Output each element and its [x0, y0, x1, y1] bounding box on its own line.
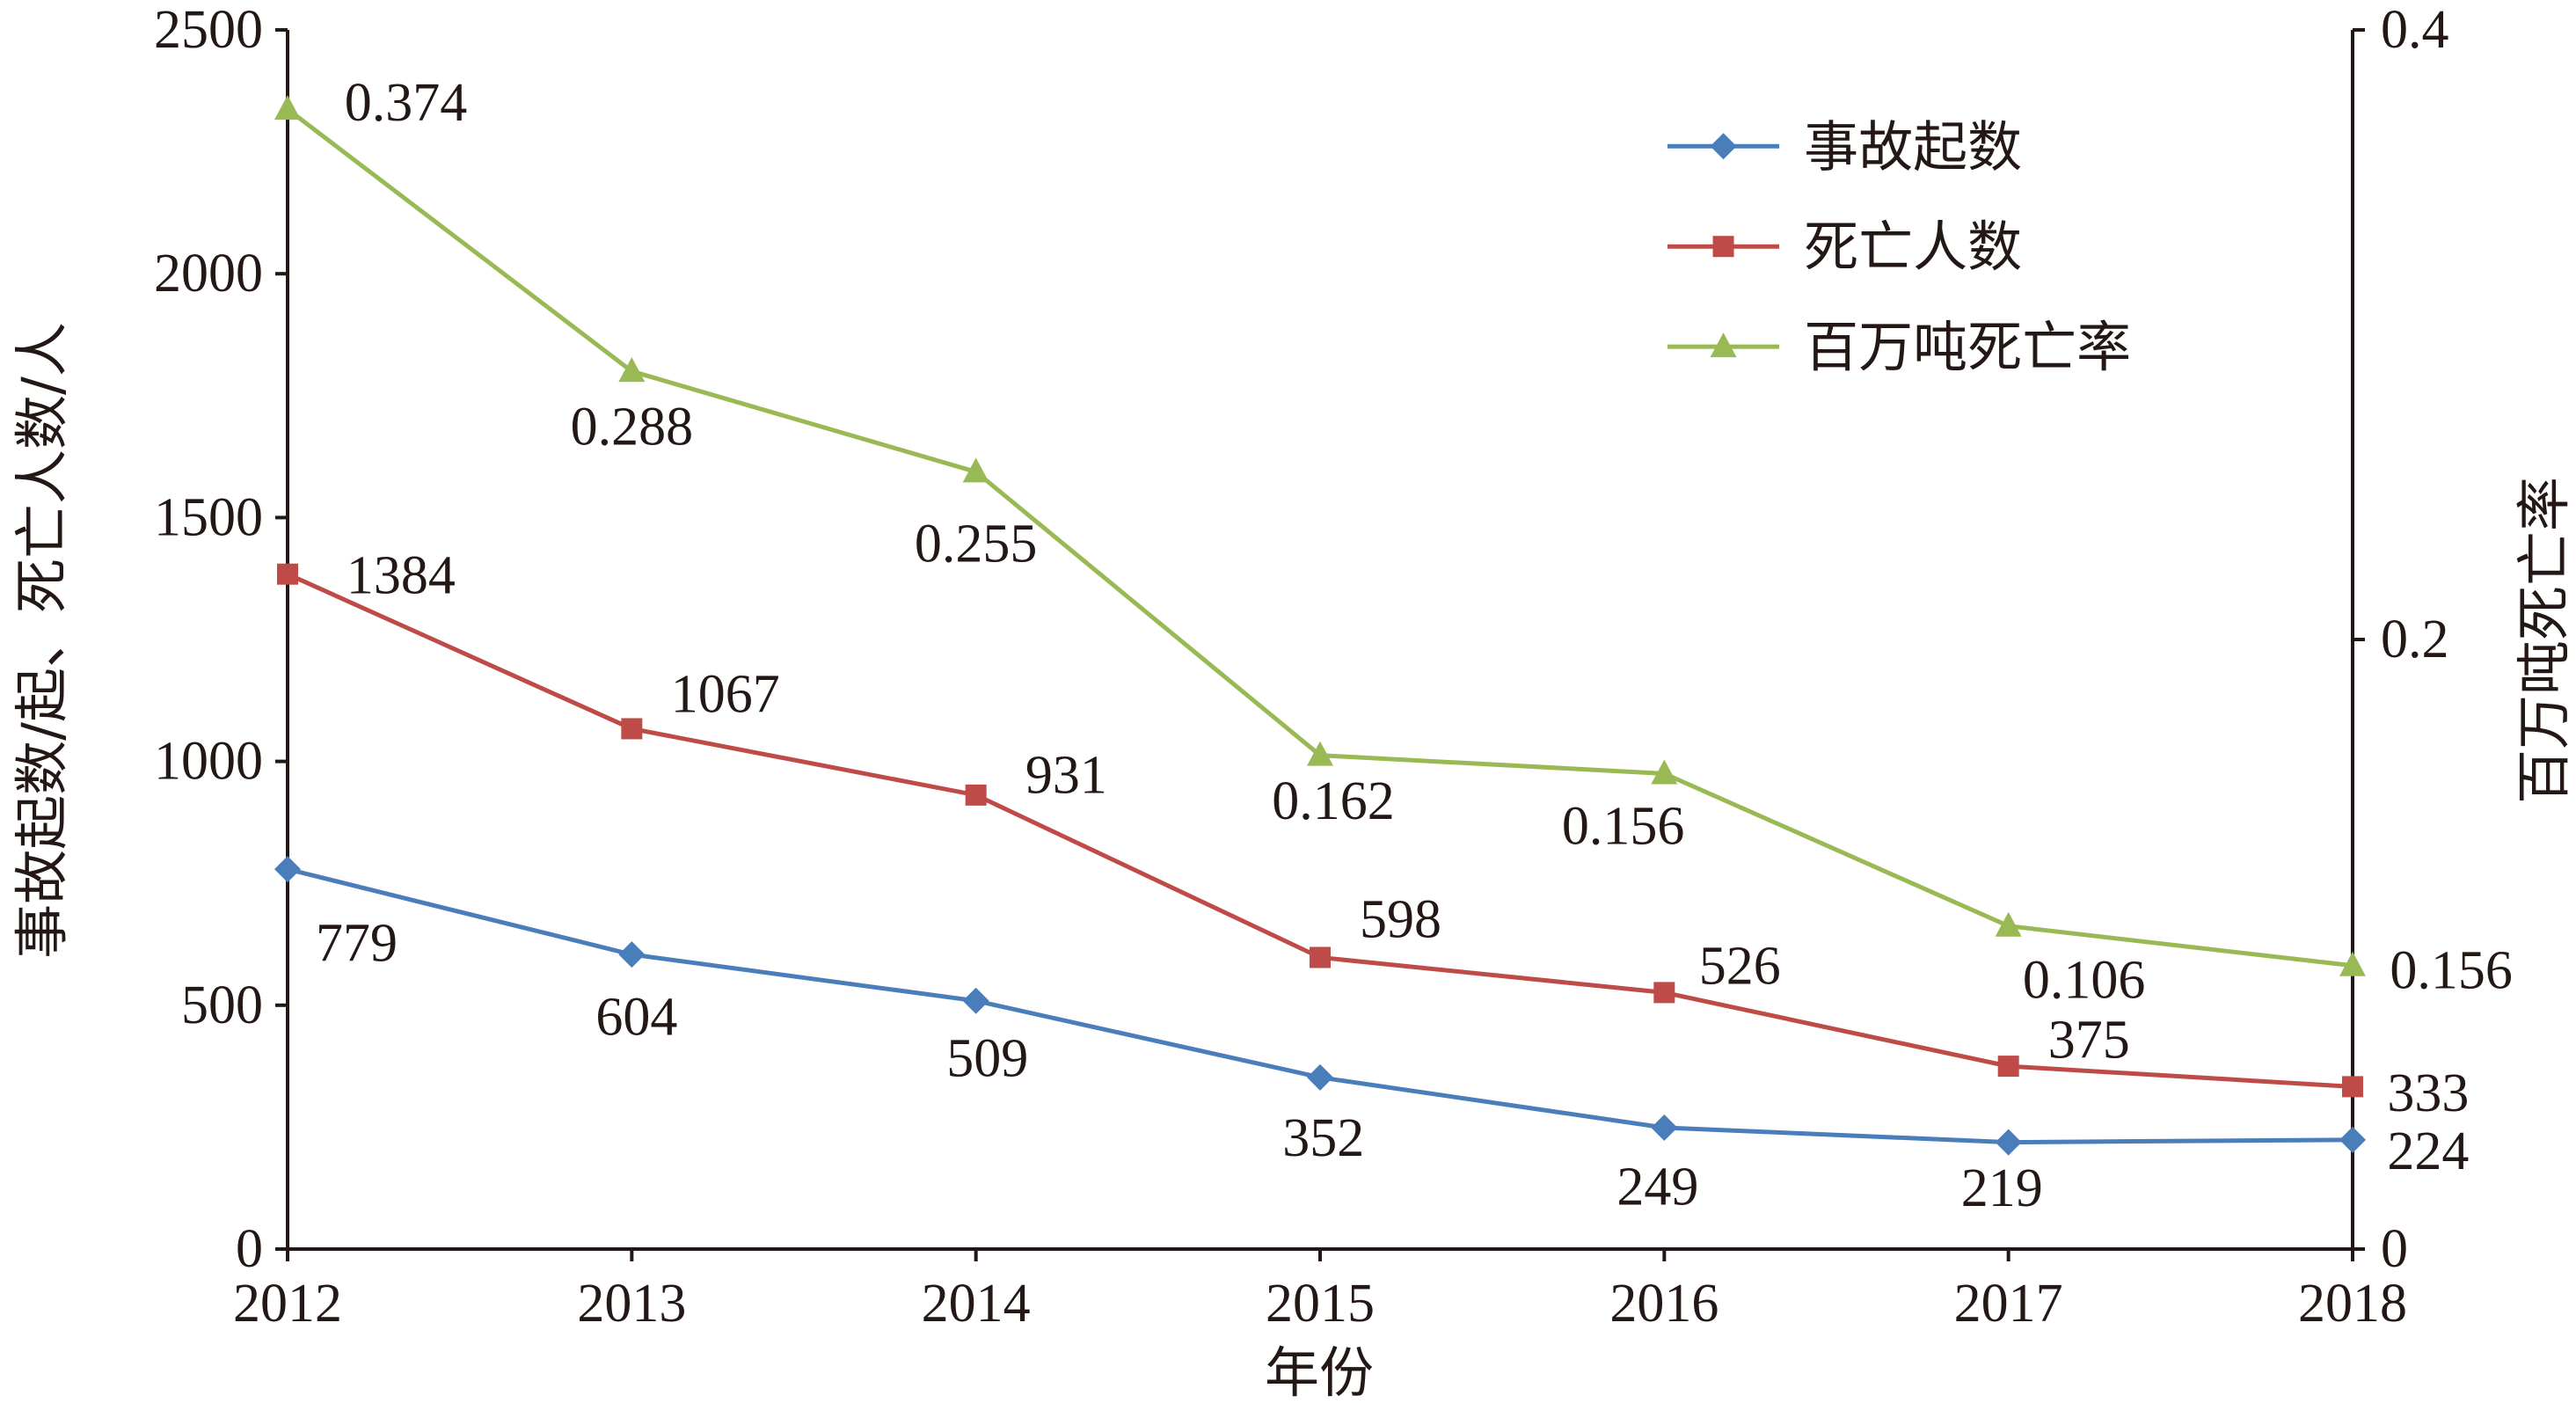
data-point-3 — [2339, 951, 2366, 976]
data-label: 352 — [1282, 1108, 1364, 1168]
y-tick-label-right: 0 — [2381, 1219, 2408, 1279]
data-label: 526 — [1699, 937, 1781, 997]
data-label: 931 — [1025, 746, 1107, 806]
x-tick-label: 2013 — [577, 1274, 686, 1334]
x-tick-label: 2012 — [233, 1274, 342, 1334]
data-point-2 — [1997, 1056, 2019, 1078]
data-point-2 — [621, 718, 643, 740]
data-label: 0.288 — [571, 398, 694, 457]
data-label: 0.156 — [1562, 796, 1685, 856]
data-label: 509 — [946, 1028, 1028, 1088]
data-label: 0.156 — [2390, 940, 2513, 1000]
data-point-1 — [1307, 1063, 1333, 1091]
data-point-1 — [274, 856, 301, 883]
data-label: 779 — [316, 913, 398, 973]
legend-label: 事故起数 — [1804, 114, 2022, 179]
legend-label: 百万吨死亡率 — [1804, 315, 2131, 379]
series-line-3 — [286, 107, 2353, 968]
data-label: 1067 — [671, 664, 780, 724]
data-label: 598 — [1360, 890, 1441, 950]
data-point-1 — [1651, 1114, 1678, 1141]
y-tick-label-left: 500 — [181, 976, 263, 1035]
data-point-2 — [965, 784, 987, 806]
data-label: 0.255 — [915, 515, 1038, 574]
data-point-3 — [1651, 759, 1678, 785]
legend-marker — [1710, 332, 1737, 358]
data-label: 224 — [2387, 1122, 2469, 1181]
data-label: 219 — [1961, 1158, 2043, 1218]
data-point-3 — [618, 357, 646, 383]
x-tick-label: 2014 — [922, 1274, 1031, 1334]
data-point-2 — [1310, 946, 1331, 968]
data-point-3 — [1995, 911, 2022, 937]
y-tick-label-left: 0 — [236, 1219, 263, 1279]
data-label: 604 — [595, 987, 677, 1047]
x-axis-title: 年份 — [1265, 1341, 1374, 1403]
data-label: 249 — [1616, 1157, 1698, 1217]
data-point-3 — [962, 457, 989, 483]
x-tick-label: 2018 — [2298, 1274, 2407, 1334]
x-tick-label: 2016 — [1609, 1274, 1719, 1334]
y-tick-label-right: 0.2 — [2381, 610, 2449, 669]
data-point-1 — [618, 941, 646, 968]
right-y-axis-title: 百万吨死亡率 — [2512, 477, 2576, 804]
y-tick-label-right: 0.4 — [2381, 0, 2449, 60]
x-tick-label: 2017 — [1954, 1274, 2063, 1334]
data-label: 1384 — [347, 546, 456, 606]
legend-label: 死亡人数 — [1804, 215, 2022, 279]
y-tick-label-left: 1500 — [154, 487, 263, 547]
data-label: 0.162 — [1272, 771, 1395, 831]
data-label: 0.374 — [345, 73, 468, 133]
x-tick-label: 2015 — [1266, 1274, 1375, 1334]
data-point-2 — [1653, 982, 1675, 1004]
data-label: 375 — [2048, 1010, 2130, 1070]
legend-marker — [1710, 133, 1737, 160]
y-tick-label-left: 2500 — [154, 0, 263, 60]
data-point-1 — [2339, 1126, 2366, 1153]
legend-marker — [1712, 236, 1734, 258]
y-tick-label-left: 2000 — [154, 244, 263, 303]
data-label: 333 — [2387, 1063, 2469, 1123]
data-point-2 — [277, 563, 298, 585]
left-y-axis-title: 事故起数/起、死亡人数/人 — [10, 322, 74, 959]
data-point-2 — [2342, 1076, 2363, 1098]
y-tick-label-left: 1000 — [154, 732, 263, 792]
data-label: 0.106 — [2023, 950, 2146, 1010]
data-point-3 — [274, 95, 301, 121]
data-point-1 — [1995, 1129, 2022, 1156]
data-point-3 — [1307, 741, 1333, 766]
data-point-1 — [962, 987, 989, 1014]
